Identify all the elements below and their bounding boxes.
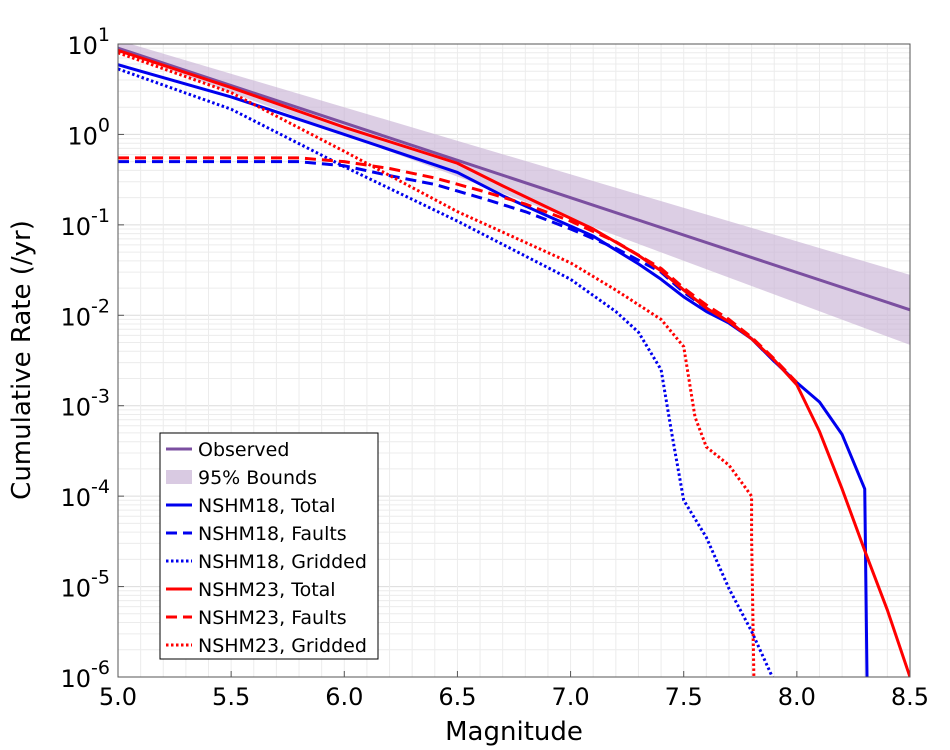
legend-label: NSHM18, Total bbox=[198, 495, 336, 517]
y-tick-label: 101 bbox=[67, 24, 110, 60]
x-tick-label: 6.5 bbox=[438, 683, 476, 711]
series-layer bbox=[118, 46, 910, 677]
series-line bbox=[118, 46, 910, 312]
series-line bbox=[118, 156, 798, 384]
legend-label: NSHM18, Gridded bbox=[198, 551, 367, 573]
x-ticks: 5.0 5.5 6.0 6.5 7.0 7.5 8.0 8.5 bbox=[99, 671, 929, 711]
x-tick-label: 7.5 bbox=[665, 683, 703, 711]
plot-frame bbox=[117, 43, 911, 678]
y-tick-label: 10-5 bbox=[61, 567, 111, 603]
legend-label: NSHM18, Faults bbox=[198, 523, 347, 545]
legend-label: NSHM23, Total bbox=[198, 579, 336, 601]
bounds-band-layer bbox=[118, 44, 910, 345]
series-line bbox=[118, 63, 869, 677]
x-axis-label: Magnitude bbox=[445, 717, 583, 747]
x-tick-label: 8.0 bbox=[778, 683, 816, 711]
x-tick-label: 8.5 bbox=[891, 683, 929, 711]
x-tick-label: 5.0 bbox=[99, 683, 137, 711]
y-tick-label: 10-4 bbox=[61, 476, 111, 512]
legend-label: NSHM23, Gridded bbox=[198, 635, 367, 657]
bounds-band bbox=[118, 44, 910, 345]
legend-patch bbox=[166, 470, 192, 484]
series-line bbox=[118, 51, 756, 677]
legend-label: Observed bbox=[198, 439, 289, 461]
y-tick-label: 10-1 bbox=[61, 205, 111, 241]
legend-box bbox=[159, 432, 379, 660]
legend-label: 95% Bounds bbox=[198, 467, 317, 489]
y-tick-label: 10-3 bbox=[61, 386, 111, 422]
y-axis-label: Cumulative Rate (/yr) bbox=[7, 220, 37, 500]
legend: Observed 95% Bounds NSHM18, Total NSHM18, F… bbox=[159, 432, 379, 660]
series-line bbox=[118, 48, 910, 677]
y-tick-label: 100 bbox=[67, 114, 110, 150]
x-tick-label: 6.0 bbox=[325, 683, 363, 711]
x-tick-label: 7.0 bbox=[551, 683, 589, 711]
legend-label: NSHM23, Faults bbox=[198, 607, 347, 629]
y-ticks: 101 100 10-1 10-2 10-3 10-4 10-5 10-6 bbox=[61, 24, 124, 693]
y-tick-label: 10-2 bbox=[61, 295, 111, 331]
y-tick-label: 10-6 bbox=[61, 657, 111, 693]
x-tick-label: 5.5 bbox=[212, 683, 250, 711]
